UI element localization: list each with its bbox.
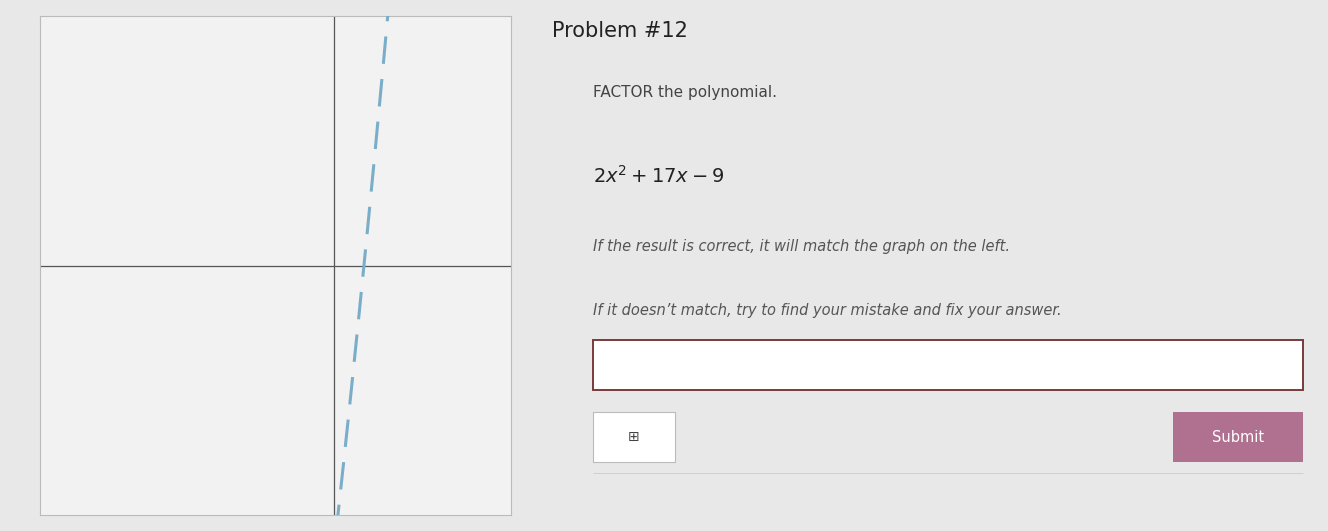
- Text: Problem #12: Problem #12: [552, 21, 688, 41]
- Text: Submit: Submit: [1212, 430, 1264, 444]
- Text: $2x^2 + 17x - 9$: $2x^2 + 17x - 9$: [592, 165, 724, 186]
- Text: ⊞: ⊞: [628, 430, 640, 444]
- Bar: [1173, 412, 1304, 462]
- Text: If it doesn’t match, try to find your mistake and fix your answer.: If it doesn’t match, try to find your mi…: [592, 303, 1061, 318]
- Bar: [592, 340, 1304, 390]
- Text: If the result is correct, it will match the graph on the left.: If the result is correct, it will match …: [592, 239, 1011, 254]
- Bar: [592, 412, 675, 462]
- Text: FACTOR the polynomial.: FACTOR the polynomial.: [592, 85, 777, 100]
